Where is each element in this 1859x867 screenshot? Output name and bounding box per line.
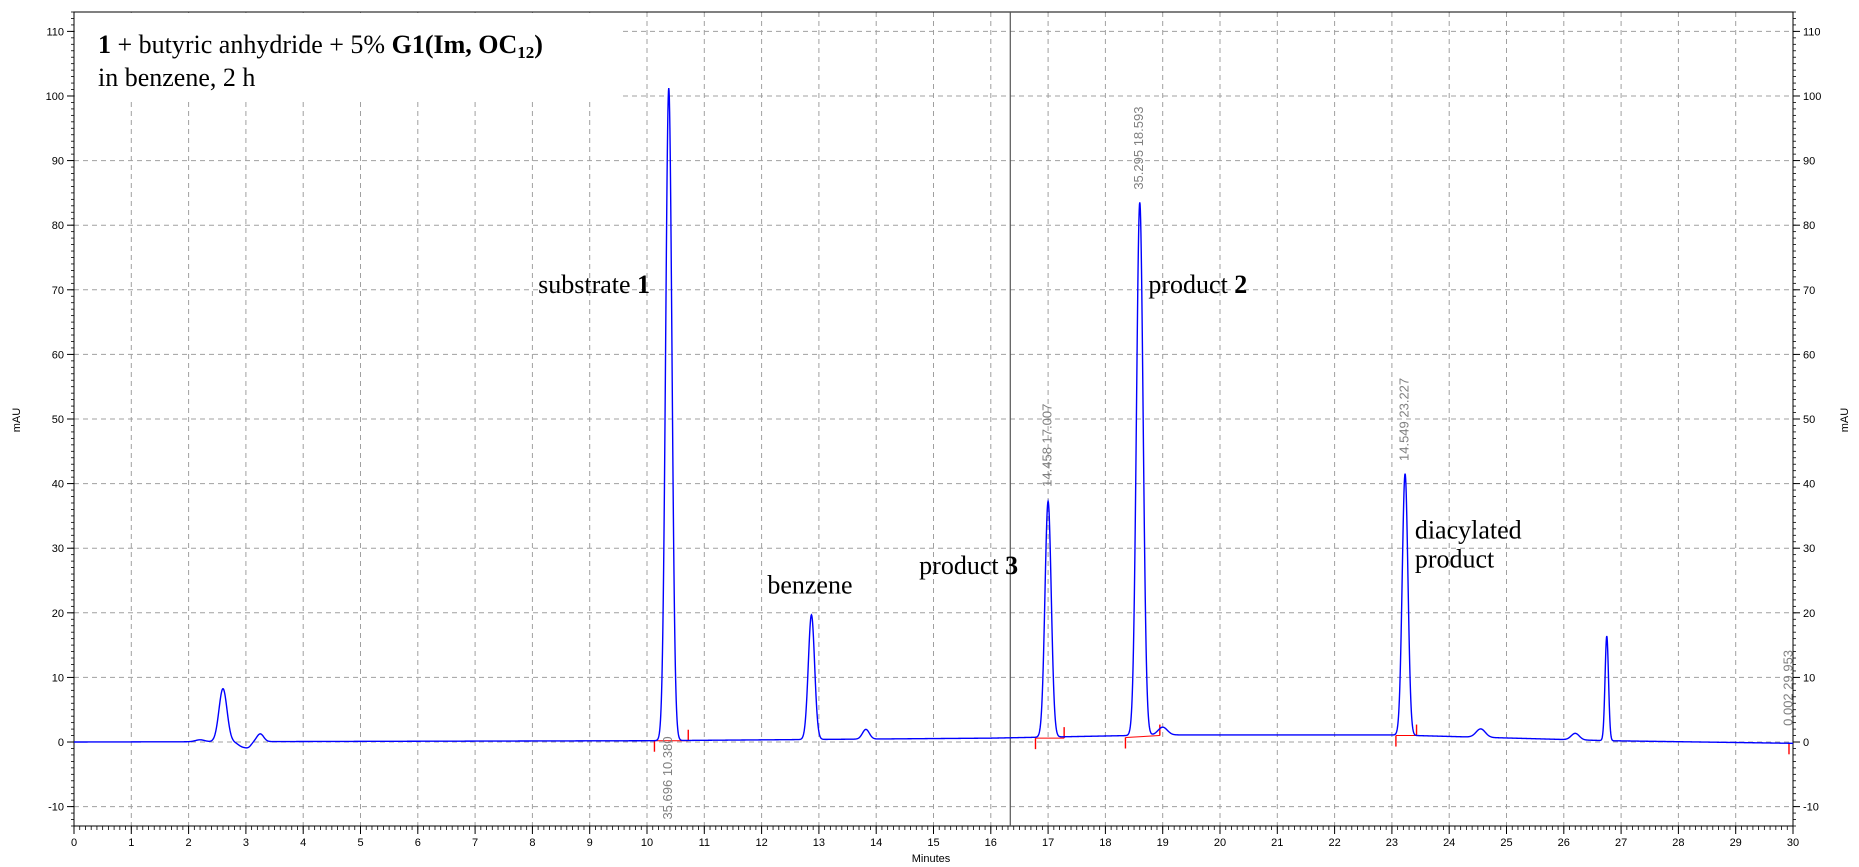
x-tick-label: 11 bbox=[699, 837, 710, 849]
y-tick-label-left: 30 bbox=[52, 543, 64, 555]
axis-ticks: 0 1 2 3 4 5 6 7 8 9 10 11 12 13 14 15 16 17 18 19 20 21 22 23 24… bbox=[46, 11, 1821, 849]
x-tick-label: 5 bbox=[357, 837, 363, 849]
peak-retention-label: 14.549 23.227 bbox=[1397, 378, 1412, 461]
annotation-text: benzene bbox=[767, 570, 852, 599]
y-tick-label-right: 70 bbox=[1803, 285, 1815, 297]
peak-annotation: product 2 bbox=[1148, 270, 1247, 299]
y-tick-label-right: 90 bbox=[1803, 156, 1815, 168]
y-tick-label-right: 30 bbox=[1803, 543, 1815, 555]
x-tick-label: 19 bbox=[1157, 837, 1169, 849]
annotation-compound-number: 2 bbox=[1234, 270, 1247, 299]
title-compound-1: 1 bbox=[98, 30, 111, 59]
x-tick-label: 28 bbox=[1672, 837, 1684, 849]
peak-retention-label: 0.002 29.953 bbox=[1780, 650, 1795, 726]
x-tick-label: 6 bbox=[415, 837, 421, 849]
grid bbox=[74, 12, 1793, 826]
chromatogram-trace bbox=[74, 87, 1794, 749]
y-tick-label-right: 110 bbox=[1803, 26, 1821, 38]
annotation-text: diacylated bbox=[1415, 516, 1522, 545]
x-tick-label: 9 bbox=[587, 837, 593, 849]
x-tick-label: 20 bbox=[1214, 837, 1226, 849]
y-tick-label-left: 100 bbox=[46, 91, 64, 103]
y-tick-label-right: 100 bbox=[1803, 91, 1821, 103]
chart-title-line1: 1 + butyric anhydride + 5% G1(Im, OC12) bbox=[98, 30, 543, 62]
x-tick-label: 7 bbox=[472, 837, 478, 849]
x-tick-label: 2 bbox=[186, 837, 192, 849]
y-tick-label-right: 0 bbox=[1803, 737, 1809, 749]
annotation-text: product bbox=[1148, 270, 1234, 299]
x-tick-label: 17 bbox=[1042, 837, 1054, 849]
y-tick-label-left: 20 bbox=[52, 608, 64, 620]
y-tick-label-right: 20 bbox=[1803, 608, 1815, 620]
annotation-text: product bbox=[919, 551, 1005, 580]
x-tick-label: 26 bbox=[1558, 837, 1570, 849]
x-tick-label: 8 bbox=[529, 837, 535, 849]
x-tick-label: 12 bbox=[755, 837, 767, 849]
peak-retention-label: 35.295 18.593 bbox=[1131, 107, 1146, 190]
x-tick-label: 0 bbox=[71, 837, 77, 849]
title-reagents: + butyric anhydride + 5% bbox=[111, 30, 392, 59]
y-tick-label-left: 70 bbox=[52, 285, 64, 297]
x-tick-label: 3 bbox=[243, 837, 249, 849]
x-tick-label: 29 bbox=[1730, 837, 1742, 849]
y-axis-title-left: mAU bbox=[11, 408, 23, 433]
y-tick-label-right: 40 bbox=[1803, 479, 1815, 491]
y-tick-label-left: 40 bbox=[52, 479, 64, 491]
title-close-paren: ) bbox=[534, 30, 543, 59]
y-tick-label-left: -10 bbox=[48, 802, 64, 814]
x-tick-label: 22 bbox=[1328, 837, 1340, 849]
y-tick-label-left: 50 bbox=[52, 414, 64, 426]
y-tick-label-left: 80 bbox=[52, 220, 64, 232]
annotation-compound-number: 3 bbox=[1005, 551, 1018, 580]
y-tick-label-right: 50 bbox=[1803, 414, 1815, 426]
x-tick-label: 25 bbox=[1500, 837, 1512, 849]
integration-baseline bbox=[1125, 735, 1160, 738]
annotation-text: product bbox=[1415, 545, 1495, 574]
x-tick-label: 18 bbox=[1099, 837, 1111, 849]
x-tick-label: 21 bbox=[1271, 837, 1283, 849]
x-tick-label: 10 bbox=[641, 837, 653, 849]
y-tick-label-right: 80 bbox=[1803, 220, 1815, 232]
y-tick-label-right: 60 bbox=[1803, 349, 1815, 361]
y-tick-label-left: 60 bbox=[52, 349, 64, 361]
x-tick-label: 15 bbox=[927, 837, 939, 849]
x-tick-label: 14 bbox=[870, 837, 882, 849]
peak-annotation: product bbox=[1415, 545, 1495, 574]
title-background bbox=[75, 13, 620, 99]
peak-annotation: benzene bbox=[767, 570, 852, 599]
title-catalyst: G1(Im, OC bbox=[392, 30, 518, 59]
y-tick-label-right: -10 bbox=[1803, 802, 1819, 814]
chart-title-line2: in benzene, 2 h bbox=[98, 63, 255, 92]
x-tick-label: 4 bbox=[300, 837, 306, 849]
peak-labels: 35.696 10.380 14.458 17.007 35.295 18.593 1… bbox=[660, 107, 1795, 820]
y-tick-label-right: 10 bbox=[1803, 672, 1815, 684]
annotation-compound-number: 1 bbox=[637, 270, 650, 299]
title-catalyst-subscript: 12 bbox=[517, 43, 534, 62]
y-tick-label-left: 10 bbox=[52, 672, 64, 684]
x-tick-label: 24 bbox=[1443, 837, 1455, 849]
peak-annotation: diacylated bbox=[1415, 516, 1522, 545]
x-tick-label: 23 bbox=[1386, 837, 1398, 849]
peak-retention-label: 14.458 17.007 bbox=[1040, 404, 1055, 487]
y-tick-label-left: 0 bbox=[58, 737, 64, 749]
x-tick-label: 1 bbox=[128, 837, 134, 849]
peak-annotation: product 3 bbox=[919, 551, 1018, 580]
x-tick-label: 16 bbox=[985, 837, 997, 849]
x-tick-label: 13 bbox=[813, 837, 825, 849]
peak-annotation: substrate 1 bbox=[538, 270, 650, 299]
x-axis-title: Minutes bbox=[912, 853, 951, 865]
y-axis-title-right: mAU bbox=[1839, 408, 1851, 433]
y-tick-label-left: 110 bbox=[46, 26, 64, 38]
y-tick-label-left: 90 bbox=[52, 156, 64, 168]
x-tick-label: 27 bbox=[1615, 837, 1627, 849]
integration-marks bbox=[653, 724, 1790, 755]
x-tick-label: 30 bbox=[1787, 837, 1799, 849]
peak-retention-label: 35.696 10.380 bbox=[660, 736, 675, 819]
annotation-text: substrate bbox=[538, 270, 637, 299]
